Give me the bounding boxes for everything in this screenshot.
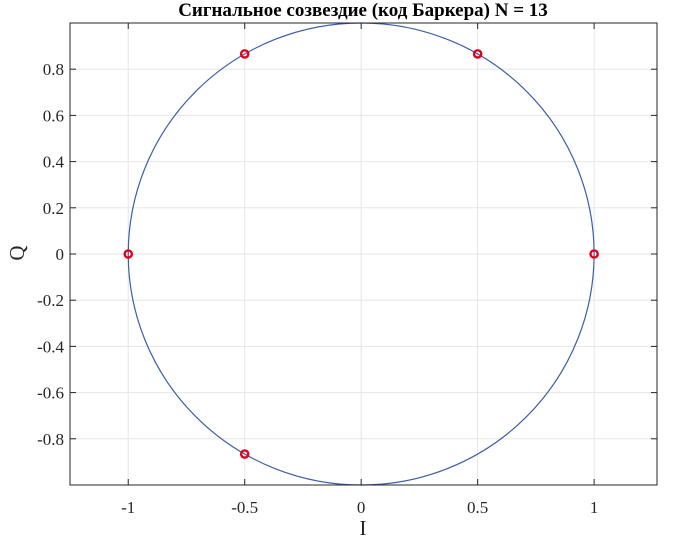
ticks: -1 -0.5 0 0.5 1 -0.8 -0.6 -0.4 -0.2 0 0.2 0.4 0.6 0.8 xyxy=(37,23,657,517)
constellation-point xyxy=(589,249,599,259)
x-tick-label: 0 xyxy=(357,498,366,517)
grid xyxy=(70,23,657,485)
x-tick-label: -1 xyxy=(121,498,135,517)
y-axis-label: Q xyxy=(5,245,29,260)
x-tick-label: 1 xyxy=(590,498,599,517)
y-tick-label: -0.8 xyxy=(37,430,64,449)
y-tick-label: -0.6 xyxy=(37,384,64,403)
points-layer xyxy=(123,49,599,459)
y-tick-label: 0.2 xyxy=(43,199,64,218)
x-tick-label: -0.5 xyxy=(231,498,258,517)
y-tick-label: 0.6 xyxy=(43,106,64,125)
constellation-point xyxy=(472,49,483,59)
constellation-point xyxy=(239,49,250,59)
constellation-point xyxy=(123,249,134,259)
x-axis-label: I xyxy=(360,516,367,540)
y-tick-label: 0 xyxy=(56,245,65,264)
x-tick-label: 0.5 xyxy=(467,498,488,517)
y-tick-label: 0.8 xyxy=(43,60,64,79)
chart-title: Сигнальное созвездие (код Баркера) N = 1… xyxy=(178,0,548,21)
y-tick-label: -0.2 xyxy=(37,291,64,310)
y-tick-label: 0.4 xyxy=(43,153,65,172)
constellation-point xyxy=(239,449,250,459)
y-tick-label: -0.4 xyxy=(37,337,64,356)
